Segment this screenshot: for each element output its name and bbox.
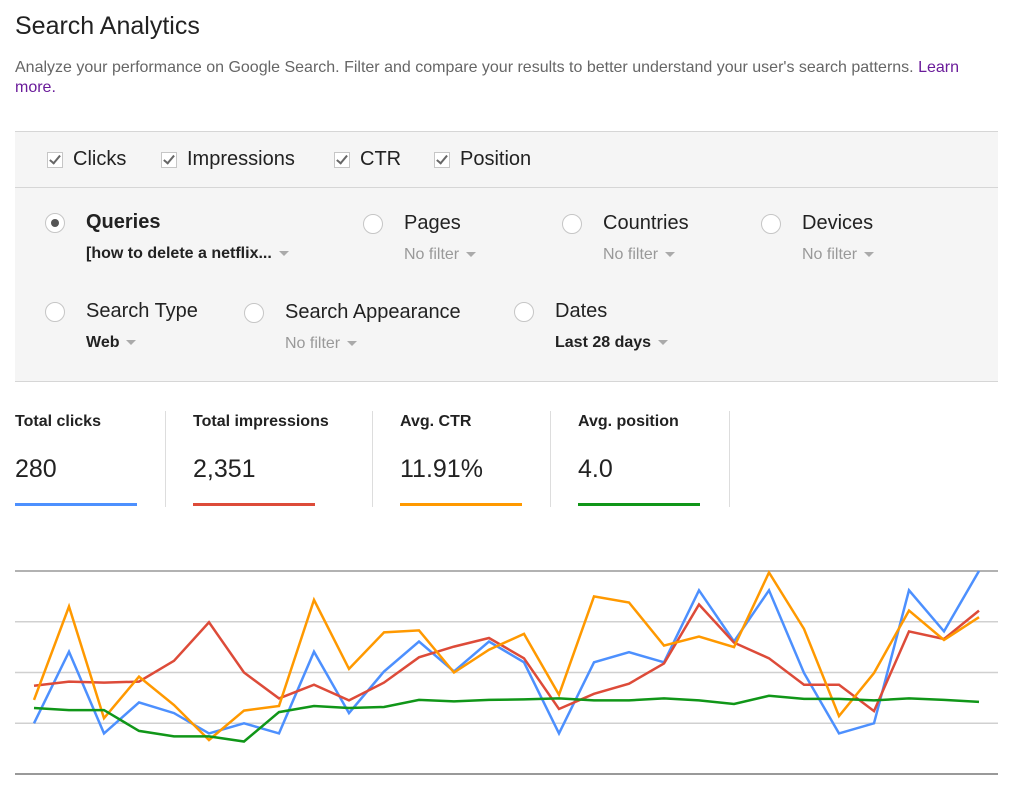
caret-down-icon	[347, 341, 358, 347]
metric-label: Avg. CTR	[400, 413, 472, 430]
metric-avg-ctr[interactable]: Avg. CTR 11.91%	[400, 413, 522, 506]
filter-value: Last 28 days	[555, 334, 652, 351]
metric-color-bar	[193, 503, 315, 506]
radio-icon[interactable]	[514, 302, 534, 322]
metric-total-clicks[interactable]: Total clicks 280	[15, 413, 137, 506]
metric-value: 4.0	[578, 455, 613, 483]
radio-icon[interactable]	[363, 214, 383, 234]
filter-value: No filter	[404, 246, 460, 263]
metric-value: 2,351	[193, 455, 256, 483]
checkbox-check-icon[interactable]	[47, 151, 63, 168]
filter-value: No filter	[802, 246, 858, 263]
filter-panel: Clicks Impressions CTR Position Queries …	[15, 131, 998, 382]
radio-icon[interactable]	[244, 303, 264, 323]
metric-value: 280	[15, 455, 57, 483]
radio-icon[interactable]	[45, 302, 65, 322]
page-description: Analyze your performance on Google Searc…	[15, 58, 975, 98]
metric-label: Total clicks	[15, 413, 101, 430]
metric-avg-position[interactable]: Avg. position 4.0	[578, 413, 700, 506]
search-type-dropdown[interactable]: Web	[86, 334, 137, 352]
radio-label: Countries	[603, 212, 689, 234]
checkbox-position[interactable]: Position	[434, 148, 531, 171]
checkbox-clicks[interactable]: Clicks	[47, 148, 126, 171]
filter-value: No filter	[285, 335, 341, 352]
radio-selected-icon[interactable]	[45, 213, 65, 233]
countries-filter-dropdown[interactable]: No filter	[603, 246, 676, 264]
pages-filter-dropdown[interactable]: No filter	[404, 246, 477, 264]
caret-down-icon	[466, 252, 477, 258]
checkbox-check-icon[interactable]	[334, 151, 350, 168]
position-series-line	[33, 694, 980, 743]
caret-down-icon	[126, 340, 137, 346]
caret-down-icon	[864, 252, 875, 258]
metric-color-bar	[578, 503, 700, 506]
description-text: Analyze your performance on Google Searc…	[15, 59, 914, 76]
metric-label: Total impressions	[193, 413, 329, 430]
divider	[165, 411, 166, 507]
radio-label: Search Type	[86, 300, 198, 322]
metric-label: Avg. position	[578, 413, 679, 430]
metric-color-bar	[400, 503, 522, 506]
metric-value: 11.91%	[400, 455, 483, 483]
divider	[729, 411, 730, 507]
divider	[372, 411, 373, 507]
impressions-series-line	[33, 602, 980, 714]
search-appearance-dropdown[interactable]: No filter	[285, 335, 358, 353]
caret-down-icon	[658, 340, 669, 346]
checkbox-ctr[interactable]: CTR	[334, 148, 401, 171]
learn-more-link[interactable]: Learn more.	[15, 59, 959, 96]
checkbox-check-icon[interactable]	[161, 151, 177, 168]
ctr-series-line	[32, 569, 980, 742]
filter-value: [how to delete a netflix...	[86, 245, 272, 262]
radio-label: Queries	[86, 211, 161, 233]
checkbox-label: CTR	[360, 148, 402, 170]
metric-checkbox-row: Clicks Impressions CTR Position	[15, 132, 998, 188]
checkbox-check-icon[interactable]	[434, 151, 450, 168]
radio-label: Dates	[555, 300, 608, 322]
checkbox-label: Position	[460, 148, 532, 170]
devices-filter-dropdown[interactable]: No filter	[802, 246, 875, 264]
checkbox-impressions[interactable]: Impressions	[161, 148, 295, 171]
performance-line-chart	[15, 569, 998, 775]
dates-dropdown[interactable]: Last 28 days	[555, 334, 669, 352]
radio-label: Devices	[802, 212, 874, 234]
metric-total-impressions[interactable]: Total impressions 2,351	[193, 413, 329, 506]
radio-icon[interactable]	[562, 214, 582, 234]
checkbox-label: Clicks	[73, 148, 127, 170]
radio-label: Pages	[404, 212, 461, 234]
radio-icon[interactable]	[761, 214, 781, 234]
queries-filter-dropdown[interactable]: [how to delete a netflix...	[86, 245, 289, 263]
filter-value: No filter	[603, 246, 659, 263]
metric-color-bar	[15, 503, 137, 506]
checkbox-label: Impressions	[187, 148, 295, 170]
radio-label: Search Appearance	[285, 301, 461, 323]
caret-down-icon	[278, 251, 289, 257]
filter-value: Web	[86, 334, 120, 351]
page-title: Search Analytics	[15, 12, 200, 40]
divider	[550, 411, 551, 507]
caret-down-icon	[665, 252, 676, 258]
